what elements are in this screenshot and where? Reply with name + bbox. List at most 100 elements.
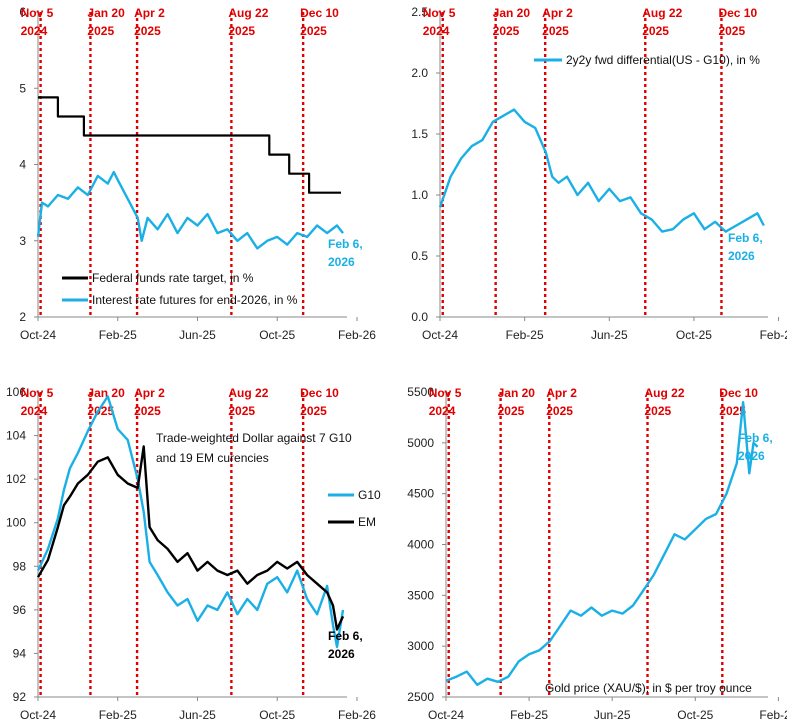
event-label-year: 2025 (642, 24, 669, 38)
legend-label: EM (358, 515, 376, 529)
y-tick-label: 3 (19, 234, 26, 248)
event-label-date: Dec 10 (300, 6, 339, 20)
event-label-year: 2025 (300, 404, 327, 418)
x-tick-label: Feb-25 (99, 328, 137, 342)
gold-price-chart: 2500 3000 3500 4000 4500 5000 5500 Oct-24 Feb-25… (407, 385, 787, 722)
y-tick-label: 2 (19, 310, 26, 324)
event-label-date: Nov 5 (429, 386, 462, 400)
series-line-0 (38, 96, 341, 194)
y-tick-label: 2500 (407, 690, 434, 704)
event-label-date: Dec 10 (300, 386, 339, 400)
x-tick-label: Feb-25 (510, 708, 548, 722)
x-tick-label: Feb-26 (338, 708, 376, 722)
x-tick-label: Jun-25 (594, 708, 631, 722)
series-line-1 (36, 170, 344, 250)
y-tick-label: 3500 (407, 588, 434, 602)
y-tick-label: 106 (6, 385, 26, 399)
event-label-year: 2025 (228, 404, 255, 418)
y-tick-label: 4000 (407, 538, 434, 552)
dollar-index-chart: 92 94 96 98 100 102 104 106 Oct-24 Feb-25 Jun-25 Oc… (6, 385, 381, 722)
x-tick-label: Feb-25 (506, 328, 544, 342)
event-label-year: 2025 (498, 404, 525, 418)
end-label-year: 2026 (728, 249, 755, 263)
y-tick-label: 5500 (407, 385, 434, 399)
event-label-date: Jan 20 (87, 386, 125, 400)
event-label-year: 2025 (493, 24, 520, 38)
series-line-0 (445, 401, 759, 686)
legend-label: Interest rate futures for end-2026, in % (92, 293, 298, 307)
y-tick-label: 0.0 (411, 310, 428, 324)
series-line-1 (36, 445, 345, 631)
y-tick-label: 5 (19, 81, 26, 95)
x-tick-label: Oct-25 (676, 328, 712, 342)
x-tick-label: Jun-25 (179, 328, 216, 342)
event-label-year: 2024 (423, 24, 450, 38)
event-label-date: Apr 2 (134, 386, 165, 400)
event-label-year: 2025 (718, 24, 745, 38)
y-tick-label: 1.0 (411, 188, 428, 202)
event-label-date: Nov 5 (423, 6, 456, 20)
x-tick-label: Oct-24 (422, 328, 458, 342)
event-label-date: Apr 2 (542, 6, 573, 20)
y-tick-label: 3000 (407, 639, 434, 653)
event-label-date: Dec 10 (719, 386, 758, 400)
event-label-year: 2025 (87, 404, 114, 418)
y-tick-label: 92 (13, 690, 27, 704)
event-label-year: 2025 (134, 24, 161, 38)
y-tick-label: 6 (19, 5, 26, 19)
event-label-date: Aug 22 (228, 6, 268, 20)
event-label-year: 2025 (546, 404, 573, 418)
x-tick-label: Feb-26 (760, 328, 787, 342)
event-label-date: Dec 10 (718, 6, 757, 20)
x-tick-label: Oct-24 (20, 328, 56, 342)
x-tick-label: Jun-25 (591, 328, 628, 342)
end-label-date: Feb 6, (328, 629, 363, 643)
end-label-year: 2026 (328, 647, 355, 661)
y-tick-label: 94 (13, 646, 27, 660)
event-label-year: 2024 (21, 404, 48, 418)
event-label-date: Nov 5 (21, 386, 54, 400)
event-label-year: 2025 (300, 24, 327, 38)
event-label-date: Apr 2 (134, 6, 165, 20)
y-tick-label: 102 (6, 472, 26, 486)
end-label-date: Feb 6, (738, 431, 773, 445)
legend-label: G10 (358, 488, 381, 502)
legend-label: 2y2y fwd differential(US - G10), in % (566, 53, 760, 67)
event-label-date: Nov 5 (21, 6, 54, 20)
y-tick-label: 98 (13, 559, 27, 573)
event-label-year: 2025 (645, 404, 672, 418)
end-label-year: 2026 (738, 449, 765, 463)
x-tick-label: Feb-26 (759, 708, 787, 722)
y-tick-label: 2.0 (411, 66, 428, 80)
event-label-date: Aug 22 (228, 386, 268, 400)
y-tick-label: 2.5 (411, 5, 428, 19)
event-label-year: 2025 (87, 24, 114, 38)
event-label-date: Aug 22 (645, 386, 685, 400)
x-tick-label: Oct-24 (20, 708, 56, 722)
event-label-year: 2024 (21, 24, 48, 38)
y-tick-label: 0.5 (411, 249, 428, 263)
end-label-year: 2026 (328, 255, 355, 269)
legend-label: Federal funds rate target, in % (92, 271, 254, 285)
series-line-0 (438, 108, 765, 233)
x-tick-label: Feb-26 (338, 328, 376, 342)
y-tick-label: 4 (19, 158, 26, 172)
chart-title-line: Trade-weighted Dollar against 7 G10 (156, 431, 352, 445)
fwd-differential-chart: 0.0 0.5 1.0 1.5 2.0 2.5 Oct-24 Feb-25 Jun-25 Oct-… (411, 5, 787, 342)
x-tick-label: Jun-25 (179, 708, 216, 722)
y-tick-label: 100 (6, 516, 26, 530)
event-label-year: 2025 (134, 404, 161, 418)
y-tick-label: 1.5 (411, 127, 428, 141)
x-tick-label: Feb-25 (99, 708, 137, 722)
end-label-date: Feb 6, (728, 231, 763, 245)
x-tick-label: Oct-25 (677, 708, 713, 722)
x-tick-label: Oct-24 (428, 708, 464, 722)
event-label-date: Aug 22 (642, 6, 682, 20)
y-tick-label: 4500 (407, 487, 434, 501)
series-line-0 (36, 395, 345, 649)
event-label-year: 2024 (429, 404, 456, 418)
x-tick-label: Oct-25 (259, 328, 295, 342)
event-label-date: Apr 2 (546, 386, 577, 400)
event-label-date: Jan 20 (493, 6, 531, 20)
